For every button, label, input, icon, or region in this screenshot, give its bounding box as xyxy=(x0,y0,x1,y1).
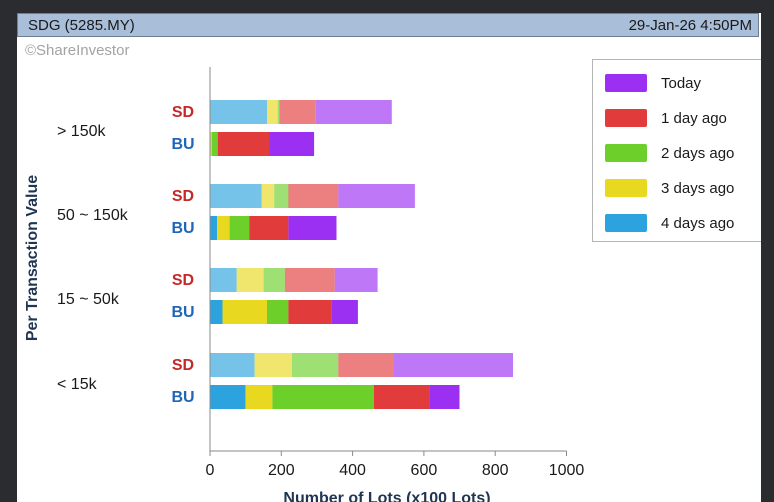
legend-item: 2 days ago xyxy=(605,142,734,164)
legend-swatch xyxy=(605,214,647,232)
bar-label-sd: SD xyxy=(172,272,194,289)
bar-label-bu: BU xyxy=(171,304,194,321)
bar-segment-bu-today xyxy=(331,300,358,324)
bar-segment-sd-today xyxy=(315,100,392,124)
legend-swatch xyxy=(605,144,647,162)
bar-segment-sd-1_day_ago xyxy=(288,184,339,208)
bar-segment-bu-2_days_ago xyxy=(229,216,250,240)
x-tick-label: 800 xyxy=(482,462,509,479)
bar-segment-sd-2_days_ago xyxy=(292,353,339,377)
watermark: ©ShareInvestor xyxy=(25,42,130,59)
bar-segment-bu-2_days_ago xyxy=(267,300,289,324)
legend-item: 4 days ago xyxy=(605,212,734,234)
bar-label-sd: SD xyxy=(172,188,194,205)
bar-segment-bu-2_days_ago xyxy=(211,132,218,156)
bar-segment-sd-2_days_ago xyxy=(263,268,285,292)
bar-label-sd: SD xyxy=(172,357,194,374)
legend-label: 1 day ago xyxy=(661,109,727,127)
y-axis-title: Per Transaction Value xyxy=(24,175,41,341)
bar-segment-sd-3_days_ago xyxy=(236,268,264,292)
ticker-label: SDG (5285.MY) xyxy=(28,16,135,34)
bar-segment-bu-2_days_ago xyxy=(272,385,374,409)
bar-segment-bu-today xyxy=(288,216,337,240)
bar-label-bu: BU xyxy=(171,389,194,406)
bar-segment-sd-4_days_ago xyxy=(210,100,267,124)
bar-segment-sd-today xyxy=(338,184,415,208)
bar-segment-bu-3_days_ago xyxy=(245,385,273,409)
legend-swatch xyxy=(605,109,647,127)
chart-header: SDG (5285.MY) 29-Jan-26 4:50PM xyxy=(17,13,759,37)
bar-segment-bu-1_day_ago xyxy=(374,385,430,409)
bar-label-bu: BU xyxy=(171,220,194,237)
category-label: > 150k xyxy=(57,123,106,140)
bar-segment-sd-1_day_ago xyxy=(284,268,335,292)
bar-segment-bu-4_days_ago xyxy=(210,385,246,409)
x-tick-label: 200 xyxy=(268,462,295,479)
bar-segment-bu-3_days_ago xyxy=(222,300,268,324)
bar-segment-bu-4_days_ago xyxy=(210,300,223,324)
bar-segment-sd-3_days_ago xyxy=(261,184,275,208)
bar-segment-sd-1_day_ago xyxy=(279,100,316,124)
legend-label: 3 days ago xyxy=(661,179,735,197)
bar-segment-bu-today xyxy=(269,132,315,156)
bar-segment-bu-today xyxy=(429,385,460,409)
bar-segment-bu-3_days_ago xyxy=(217,216,230,240)
bar-segment-sd-2_days_ago xyxy=(277,100,280,124)
timestamp-label: 29-Jan-26 4:50PM xyxy=(628,16,752,34)
legend-item: Today xyxy=(605,72,701,94)
bar-segment-bu-3_days_ago xyxy=(210,132,212,156)
legend-swatch xyxy=(605,74,647,92)
category-label: 50 ~ 150k xyxy=(57,207,129,224)
bar-segment-sd-4_days_ago xyxy=(210,353,255,377)
bar-segment-sd-3_days_ago xyxy=(267,100,278,124)
stacked-bar-chart: SD BU > 150k SD BU 50 ~ 150k SD BU 15 ~ 50k SD BU <… xyxy=(24,67,585,502)
bar-segment-sd-4_days_ago xyxy=(210,184,262,208)
legend-swatch xyxy=(605,179,647,197)
x-tick-label: 400 xyxy=(339,462,366,479)
bar-segment-bu-1_day_ago xyxy=(288,300,332,324)
bar-label-sd: SD xyxy=(172,104,194,121)
bar-segment-sd-2_days_ago xyxy=(274,184,289,208)
bar-segment-bu-1_day_ago xyxy=(249,216,289,240)
bar-segment-sd-4_days_ago xyxy=(210,268,237,292)
bar-segment-bu-4_days_ago xyxy=(210,216,218,240)
bar-segment-sd-3_days_ago xyxy=(254,353,292,377)
chart-legend: Today 1 day ago 2 days ago 3 days ago 4 days… xyxy=(592,59,761,242)
category-label: 15 ~ 50k xyxy=(57,291,120,308)
legend-label: Today xyxy=(661,74,702,92)
x-tick-label: 0 xyxy=(206,462,215,479)
legend-label: 2 days ago xyxy=(661,144,735,162)
bar-segment-sd-today xyxy=(334,268,378,292)
x-tick-label: 600 xyxy=(411,462,438,479)
category-label: < 15k xyxy=(57,376,98,393)
bar-label-bu: BU xyxy=(171,136,194,153)
legend-item: 1 day ago xyxy=(605,107,727,129)
x-axis-title: Number of Lots (x100 Lots) xyxy=(283,490,490,502)
bar-segment-bu-1_day_ago xyxy=(217,132,270,156)
legend-label: 4 days ago xyxy=(661,214,735,232)
chart-frame: SDG (5285.MY) 29-Jan-26 4:50PM ©ShareInv… xyxy=(17,13,761,502)
bar-segment-sd-today xyxy=(393,353,513,377)
bar-segment-sd-1_day_ago xyxy=(338,353,394,377)
x-tick-label: 1000 xyxy=(549,462,585,479)
legend-item: 3 days ago xyxy=(605,177,734,199)
